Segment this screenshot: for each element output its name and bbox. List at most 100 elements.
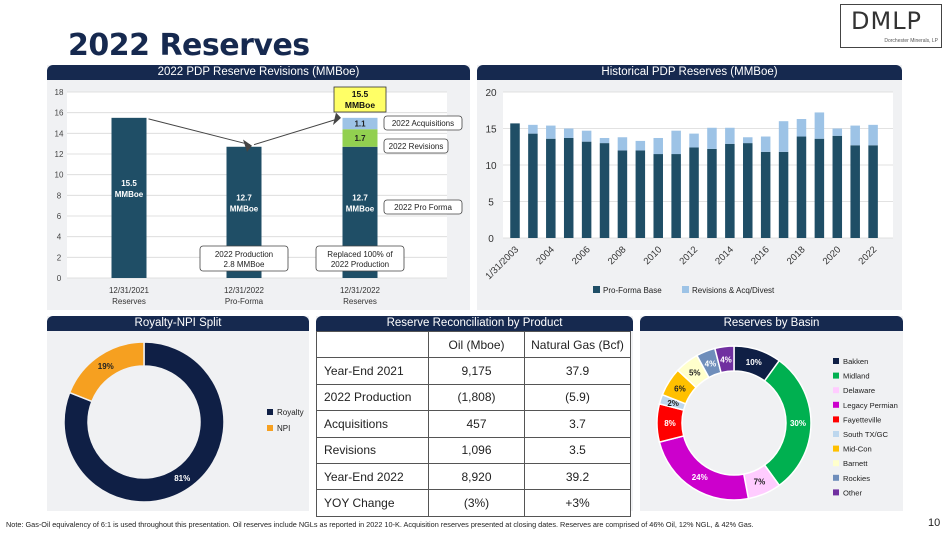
basin-legend-swatch xyxy=(833,474,839,481)
x-tick-label: 2020 xyxy=(821,244,844,267)
basin-legend-swatch xyxy=(833,431,839,437)
bar-base xyxy=(528,133,538,238)
logo-text: DMLP xyxy=(851,7,923,35)
recon-col-gas: Natural Gas (Bcf) xyxy=(524,330,631,359)
table-row: Revisions 1,096 3.5 xyxy=(316,436,631,464)
oil-value: 457 xyxy=(428,410,525,438)
y-tick-label: 4 xyxy=(57,233,62,242)
row-label: Year-End 2022 xyxy=(316,462,429,491)
x-tick-label: 2012 xyxy=(677,244,700,267)
royalty-legend-label: Royalty xyxy=(277,408,304,417)
bar-revisions xyxy=(725,127,735,144)
recon-table: Oil (Mboe) Natural Gas (Bcf) Year-End 20… xyxy=(316,330,631,517)
basin-legend-label: Other xyxy=(843,488,862,497)
replaced-callout-box xyxy=(315,245,405,272)
trend-arrow xyxy=(253,118,339,146)
bar-revisions xyxy=(653,137,663,155)
oil-value: (3%) xyxy=(428,489,525,517)
bar-revisions xyxy=(581,130,592,142)
legend-label-revisions: Revisions & Acq/Divest xyxy=(692,286,775,295)
basin-panel: Reserves by Basin 10% 30% 7% 24% 8% 2% 6% 5% 4% 4… xyxy=(640,316,903,511)
revisions-panel: 2022 PDP Reserve Revisions (MMBoe) 0 2 4 6 8… xyxy=(47,65,470,310)
historical-panel: Historical PDP Reserves (MMBoe) 0 5 10 15 20… xyxy=(477,65,902,310)
footnote: Note: Gas-Oil equivalency of 6:1 is used… xyxy=(6,520,754,529)
basin-slice-label: 4% xyxy=(720,356,732,365)
row-label: 2022 Production xyxy=(316,383,429,412)
basin-legend-swatch xyxy=(833,489,839,496)
basin-legend-swatch xyxy=(833,358,839,364)
bar-base xyxy=(546,138,556,238)
x-tick-label: 2010 xyxy=(642,244,665,267)
bar-base xyxy=(617,150,628,238)
y-tick-label: 6 xyxy=(57,212,62,221)
recon-panel: Reserve Reconciliation by Product Oil (M… xyxy=(316,316,633,517)
basin-legend-label: Delaware xyxy=(843,386,875,395)
basin-legend-label: Bakken xyxy=(843,357,868,366)
bar-value-label: MMBoe xyxy=(115,190,144,199)
basin-legend-swatch xyxy=(833,387,839,394)
bar-base xyxy=(635,150,646,238)
royalty-slice-label: 81% xyxy=(174,474,190,483)
arrow-head xyxy=(333,112,341,126)
bar-base xyxy=(832,135,843,238)
basin-slice-label: 8% xyxy=(664,419,676,428)
bar-revisions xyxy=(617,137,628,151)
recon-col-oil: Oil (Mboe) xyxy=(428,330,525,359)
stack-segment xyxy=(342,129,378,147)
total-callout-text: 15.5 xyxy=(352,89,369,99)
recon-header-row: Oil (Mboe) Natural Gas (Bcf) xyxy=(316,330,631,359)
company-logo: DMLP Dorchester Minerals, LP xyxy=(840,4,942,48)
legend-swatch-base xyxy=(593,286,600,293)
y-tick-label: 20 xyxy=(485,88,497,99)
bar-revisions xyxy=(743,137,753,144)
basin-slice-label: 5% xyxy=(689,368,701,377)
x-tick-label: 2008 xyxy=(606,244,629,267)
y-tick-label: 8 xyxy=(57,191,62,200)
basin-donut-chart: 10% 30% 7% 24% 8% 2% 6%5% 4% 4% Bakken Midland Dela… xyxy=(656,345,898,501)
y-tick-label: 15 xyxy=(485,125,497,136)
x-tick-label: 2004 xyxy=(534,244,557,267)
royalty-legend-label: NPI xyxy=(277,424,290,433)
royalty-slice-label: 19% xyxy=(98,362,114,371)
royalty-legend-swatch xyxy=(267,425,273,431)
bar-base xyxy=(581,141,592,238)
gas-value: 3.7 xyxy=(524,410,631,438)
bar-revisions xyxy=(635,140,646,151)
revisions-callout-box xyxy=(383,138,449,154)
stack-segment xyxy=(342,117,378,130)
x-tick-label: 2022 xyxy=(856,244,879,267)
bar-revisions xyxy=(563,128,574,138)
revisions-callout-text: 2022 Revisions xyxy=(389,142,444,151)
legend-label-base: Pro-Forma Base xyxy=(603,286,662,295)
bar-base xyxy=(868,145,878,238)
basin-legend-label: Mid-Con xyxy=(843,445,872,454)
y-tick-label: 5 xyxy=(488,198,494,209)
y-tick-label: 14 xyxy=(55,129,64,138)
historical-chart: 0 5 10 15 20 1/31/2003 2004 2006 2008 2010 2012 201… xyxy=(483,88,893,295)
bar-revisions xyxy=(778,121,789,152)
basin-legend-swatch xyxy=(833,416,839,423)
bar-base xyxy=(725,143,735,238)
total-callout-box xyxy=(333,86,387,113)
basin-legend-swatch xyxy=(833,445,839,452)
stack-value-label: 1.1 xyxy=(354,120,366,129)
basin-slice xyxy=(658,435,750,501)
y-tick-label: 0 xyxy=(488,234,494,245)
total-callout-text: MMBoe xyxy=(345,100,375,110)
gas-value: 3.5 xyxy=(524,436,631,464)
row-label: Revisions xyxy=(316,436,429,464)
bar-base xyxy=(563,137,574,238)
y-tick-label: 16 xyxy=(55,109,64,118)
bar-value-label: 12.7 xyxy=(352,193,368,202)
y-tick-label: 2 xyxy=(57,253,62,262)
royalty-panel-header: Royalty-NPI Split xyxy=(47,316,309,331)
basin-legend-label: Fayetteville xyxy=(843,415,881,424)
basin-slice-label: 7% xyxy=(754,478,766,487)
bar-revisions xyxy=(528,124,538,134)
bar-base xyxy=(599,143,610,238)
oil-value: (1,808) xyxy=(428,383,525,412)
x-tick-label: Reserves xyxy=(112,297,146,306)
acquisitions-callout-box xyxy=(383,115,463,131)
table-row: Year-End 2021 9,175 37.9 xyxy=(316,357,631,385)
x-tick-label: 2014 xyxy=(713,244,736,267)
